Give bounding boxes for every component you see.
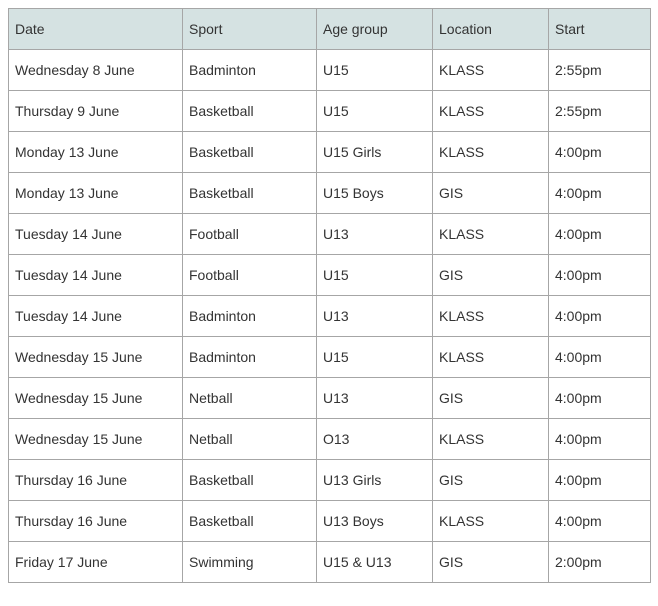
cell-loc: KLASS — [433, 132, 549, 173]
cell-age: U15 — [317, 255, 433, 296]
table-row: Wednesday 15 JuneNetballU13GIS4:00pm — [9, 378, 651, 419]
cell-start: 4:00pm — [549, 460, 651, 501]
cell-sport: Badminton — [183, 50, 317, 91]
cell-start: 2:55pm — [549, 91, 651, 132]
cell-date: Tuesday 14 June — [9, 255, 183, 296]
table-row: Tuesday 14 JuneFootballU13KLASS4:00pm — [9, 214, 651, 255]
cell-loc: KLASS — [433, 501, 549, 542]
cell-date: Thursday 16 June — [9, 501, 183, 542]
table-row: Wednesday 8 JuneBadmintonU15KLASS2:55pm — [9, 50, 651, 91]
cell-sport: Basketball — [183, 132, 317, 173]
col-header-loc: Location — [433, 9, 549, 50]
cell-date: Wednesday 15 June — [9, 378, 183, 419]
cell-sport: Swimming — [183, 542, 317, 583]
cell-start: 4:00pm — [549, 173, 651, 214]
cell-sport: Basketball — [183, 173, 317, 214]
cell-start: 4:00pm — [549, 378, 651, 419]
col-header-age: Age group — [317, 9, 433, 50]
cell-start: 2:00pm — [549, 542, 651, 583]
cell-start: 4:00pm — [549, 255, 651, 296]
cell-start: 4:00pm — [549, 337, 651, 378]
cell-loc: GIS — [433, 542, 549, 583]
table-row: Wednesday 15 JuneBadmintonU15KLASS4:00pm — [9, 337, 651, 378]
cell-loc: GIS — [433, 255, 549, 296]
cell-sport: Football — [183, 255, 317, 296]
cell-date: Monday 13 June — [9, 132, 183, 173]
cell-sport: Basketball — [183, 501, 317, 542]
schedule-table: Date Sport Age group Location Start Wedn… — [8, 8, 651, 583]
col-header-start: Start — [549, 9, 651, 50]
col-header-sport: Sport — [183, 9, 317, 50]
cell-age: U15 — [317, 91, 433, 132]
cell-date: Monday 13 June — [9, 173, 183, 214]
cell-start: 4:00pm — [549, 501, 651, 542]
col-header-date: Date — [9, 9, 183, 50]
cell-age: U15 & U13 — [317, 542, 433, 583]
cell-loc: KLASS — [433, 419, 549, 460]
table-row: Friday 17 JuneSwimmingU15 & U13GIS2:00pm — [9, 542, 651, 583]
table-body: Wednesday 8 JuneBadmintonU15KLASS2:55pmT… — [9, 50, 651, 583]
cell-age: U13 Boys — [317, 501, 433, 542]
cell-date: Wednesday 8 June — [9, 50, 183, 91]
cell-start: 2:55pm — [549, 50, 651, 91]
table-row: Wednesday 15 JuneNetballO13KLASS4:00pm — [9, 419, 651, 460]
cell-age: U13 Girls — [317, 460, 433, 501]
cell-sport: Basketball — [183, 91, 317, 132]
cell-start: 4:00pm — [549, 132, 651, 173]
cell-loc: KLASS — [433, 337, 549, 378]
table-row: Tuesday 14 JuneBadmintonU13KLASS4:00pm — [9, 296, 651, 337]
cell-loc: KLASS — [433, 296, 549, 337]
cell-age: U15 Boys — [317, 173, 433, 214]
cell-loc: KLASS — [433, 214, 549, 255]
cell-age: U13 — [317, 378, 433, 419]
cell-sport: Netball — [183, 378, 317, 419]
cell-date: Tuesday 14 June — [9, 214, 183, 255]
table-row: Monday 13 JuneBasketballU15 GirlsKLASS4:… — [9, 132, 651, 173]
cell-loc: KLASS — [433, 91, 549, 132]
cell-sport: Badminton — [183, 296, 317, 337]
table-row: Monday 13 JuneBasketballU15 BoysGIS4:00p… — [9, 173, 651, 214]
cell-age: U15 — [317, 50, 433, 91]
table-row: Thursday 16 JuneBasketballU13 BoysKLASS4… — [9, 501, 651, 542]
cell-date: Tuesday 14 June — [9, 296, 183, 337]
cell-sport: Netball — [183, 419, 317, 460]
cell-age: U15 — [317, 337, 433, 378]
table-row: Tuesday 14 JuneFootballU15GIS4:00pm — [9, 255, 651, 296]
cell-sport: Football — [183, 214, 317, 255]
cell-age: U13 — [317, 214, 433, 255]
cell-sport: Badminton — [183, 337, 317, 378]
cell-loc: KLASS — [433, 50, 549, 91]
cell-date: Wednesday 15 June — [9, 419, 183, 460]
cell-date: Thursday 16 June — [9, 460, 183, 501]
cell-loc: GIS — [433, 460, 549, 501]
table-header-row: Date Sport Age group Location Start — [9, 9, 651, 50]
table-row: Thursday 16 JuneBasketballU13 GirlsGIS4:… — [9, 460, 651, 501]
cell-age: O13 — [317, 419, 433, 460]
cell-age: U15 Girls — [317, 132, 433, 173]
cell-start: 4:00pm — [549, 419, 651, 460]
cell-date: Wednesday 15 June — [9, 337, 183, 378]
cell-start: 4:00pm — [549, 214, 651, 255]
cell-loc: GIS — [433, 173, 549, 214]
cell-sport: Basketball — [183, 460, 317, 501]
cell-date: Friday 17 June — [9, 542, 183, 583]
cell-start: 4:00pm — [549, 296, 651, 337]
table-row: Thursday 9 JuneBasketballU15KLASS2:55pm — [9, 91, 651, 132]
cell-loc: GIS — [433, 378, 549, 419]
cell-date: Thursday 9 June — [9, 91, 183, 132]
cell-age: U13 — [317, 296, 433, 337]
